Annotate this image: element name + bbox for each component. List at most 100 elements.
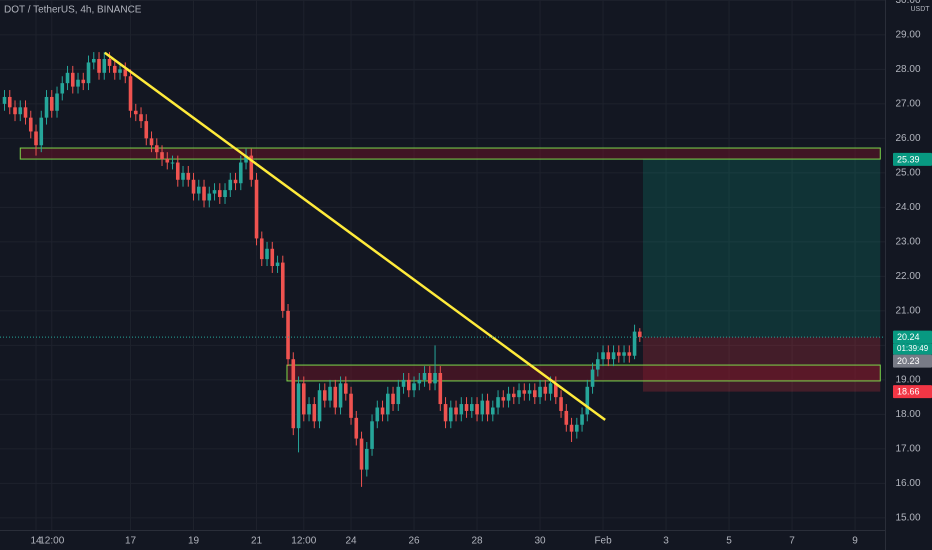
- candle-body: [301, 383, 306, 415]
- candle-body: [160, 152, 164, 160]
- candle-body: [333, 386, 338, 408]
- x-tick-label: 28: [471, 536, 483, 547]
- candle-body: [454, 407, 458, 415]
- countdown-box: [893, 343, 932, 355]
- drawings: [19, 147, 881, 392]
- stop-badge: 18.66: [897, 387, 920, 397]
- candle-body: [249, 155, 254, 180]
- stop-badge-box: [893, 385, 932, 399]
- candle-body: [496, 397, 500, 408]
- candle-body: [417, 379, 422, 384]
- x-tick-label: 21: [251, 536, 263, 547]
- axes: 15.0016.0017.0018.0019.0020.0021.0022.00…: [30, 0, 932, 547]
- candle-body: [354, 417, 359, 439]
- x-tick-label: 24: [345, 536, 357, 547]
- candle-body: [533, 390, 537, 398]
- y-tick-label: 18.00: [895, 409, 920, 420]
- candle-body: [627, 352, 632, 356]
- candle-body: [559, 397, 563, 411]
- candle-body: [349, 393, 353, 418]
- candle-body: [170, 162, 175, 164]
- candle-body: [244, 155, 248, 163]
- candle-body: [91, 59, 96, 63]
- candle-body: [480, 400, 485, 415]
- candle-body: [312, 404, 317, 422]
- candle-body: [233, 179, 238, 184]
- candle-body: [265, 248, 269, 260]
- candle-body: [406, 379, 411, 391]
- y-tick-label: 17.00: [895, 444, 920, 455]
- candle-body: [13, 107, 17, 115]
- candle-body: [370, 421, 374, 449]
- candle-body: [438, 373, 443, 405]
- y-tick-label: 30.00: [895, 0, 920, 6]
- candle-body: [196, 186, 201, 194]
- candle-body: [522, 390, 527, 394]
- countdown: 01:39:49: [897, 344, 929, 353]
- candle-body: [501, 397, 506, 401]
- candles: [2, 52, 642, 487]
- candle-body: [202, 186, 206, 201]
- trendline: [104, 51, 606, 421]
- candle-body: [343, 383, 348, 394]
- y-tick-label: 22.00: [895, 271, 920, 282]
- candle-body: [280, 262, 285, 311]
- y-tick-label: 25.00: [895, 168, 920, 179]
- currency-label: USDT: [910, 6, 930, 13]
- candle-body: [133, 110, 138, 115]
- zone: [19, 147, 881, 160]
- candle-body: [175, 162, 180, 180]
- x-tick-label: 3: [663, 536, 669, 547]
- candle-body: [7, 96, 12, 108]
- candle-body: [617, 352, 621, 356]
- grid: [0, 0, 885, 530]
- candle-body: [102, 59, 107, 73]
- candle-body: [228, 179, 233, 191]
- candle-body: [270, 248, 275, 267]
- candle-body: [149, 138, 154, 146]
- x-tick-label: 19: [188, 536, 200, 547]
- y-tick-label: 24.00: [895, 202, 920, 213]
- candle-body: [391, 393, 395, 405]
- candle-body: [322, 390, 327, 401]
- candle-body: [28, 117, 33, 132]
- candle-body: [548, 383, 553, 394]
- candle-body: [554, 383, 558, 398]
- candle-body: [81, 79, 86, 84]
- x-tick-label: 9: [852, 536, 858, 547]
- candle-body: [412, 383, 416, 391]
- x-tick-label: 7: [789, 536, 795, 547]
- candle-body: [49, 96, 54, 111]
- candle-body: [385, 393, 390, 415]
- candle-body: [165, 159, 170, 163]
- candle-body: [590, 369, 595, 387]
- target-zone: [642, 159, 881, 338]
- last-price-badge: 20.24: [897, 332, 920, 342]
- candle-body: [34, 131, 38, 146]
- candle-body: [328, 386, 332, 401]
- candle-body: [254, 179, 259, 239]
- candle-body: [2, 96, 7, 104]
- x-tick-label: 14: [30, 536, 42, 547]
- candle-body: [238, 162, 243, 184]
- candle-body: [286, 310, 290, 360]
- candle-body: [55, 93, 59, 111]
- bid-badge-box: [893, 354, 932, 368]
- candle-body: [123, 69, 128, 77]
- candle-body: [259, 238, 264, 260]
- x-tick-label: 17: [125, 536, 137, 547]
- candle-body: [485, 400, 490, 415]
- candle-body: [601, 352, 605, 360]
- candle-body: [181, 172, 185, 180]
- candle-body: [638, 331, 642, 338]
- candle-body: [128, 76, 133, 111]
- y-tick-label: 16.00: [895, 478, 920, 489]
- candle-body: [433, 373, 437, 384]
- x-tick-label: Feb: [594, 536, 612, 547]
- y-tick-label: 27.00: [895, 99, 920, 110]
- x-tick-label: 5: [726, 536, 732, 547]
- candle-body: [186, 172, 191, 180]
- candle-body: [118, 69, 122, 73]
